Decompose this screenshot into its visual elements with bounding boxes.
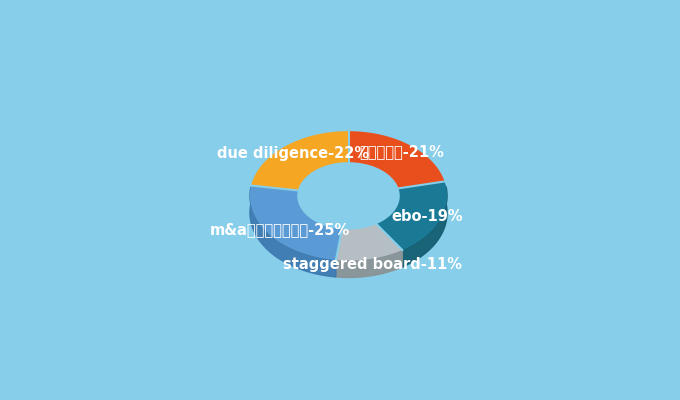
Polygon shape xyxy=(377,182,447,250)
Polygon shape xyxy=(336,250,403,278)
Polygon shape xyxy=(250,186,342,260)
Polygon shape xyxy=(348,131,445,188)
Text: ebo-19%: ebo-19% xyxy=(392,209,463,224)
Text: m&aネットワークス-25%: m&aネットワークス-25% xyxy=(210,222,350,237)
Polygon shape xyxy=(297,191,342,246)
Text: staggered board-11%: staggered board-11% xyxy=(283,257,462,272)
Text: 敷対的買収-21%: 敷対的買収-21% xyxy=(359,144,444,160)
Polygon shape xyxy=(403,187,447,267)
Polygon shape xyxy=(342,224,377,246)
Text: due diligence-22%: due diligence-22% xyxy=(217,146,369,161)
Polygon shape xyxy=(377,191,400,241)
Polygon shape xyxy=(251,131,348,190)
Polygon shape xyxy=(336,224,403,260)
Polygon shape xyxy=(250,187,336,277)
